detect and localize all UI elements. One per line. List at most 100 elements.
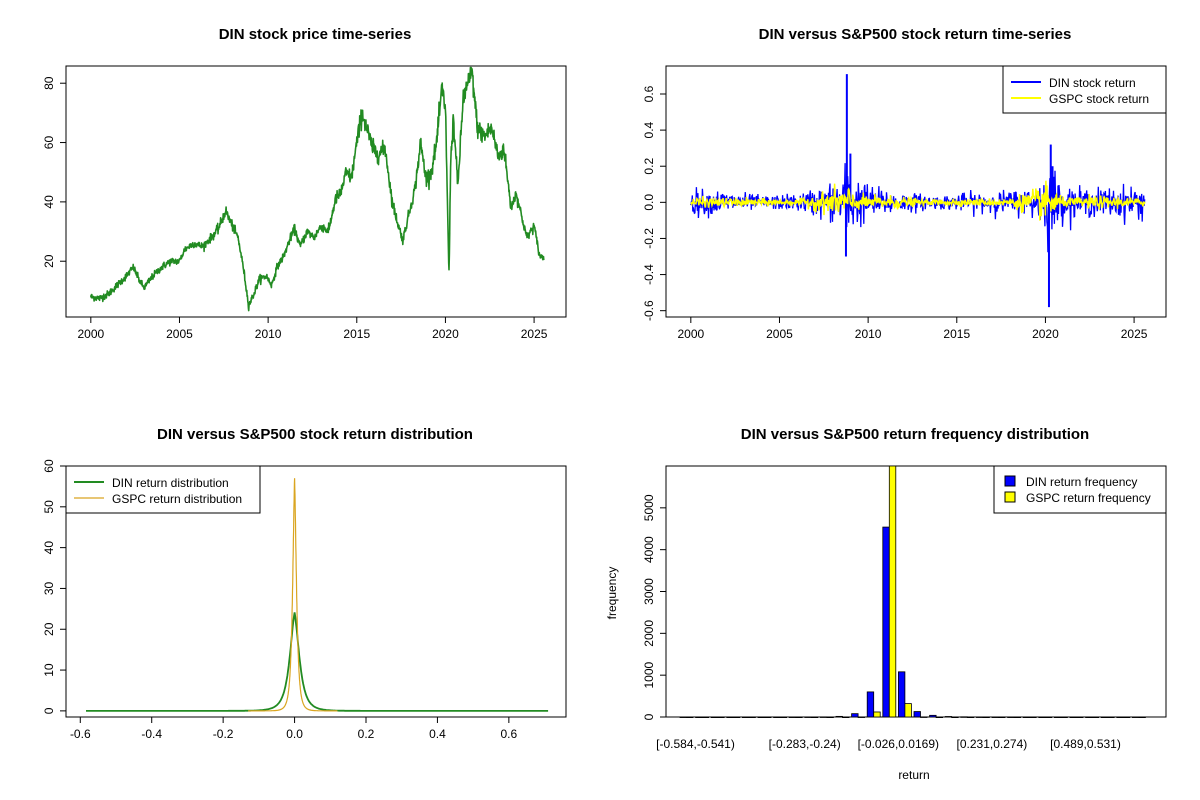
gspc-frequency-bar: [842, 716, 850, 719]
gspc-return-line: [690, 180, 1146, 221]
returns-panel: DIN versus S&P500 stock return time-seri…: [642, 26, 1167, 341]
gspc-frequency-bar: [748, 716, 756, 719]
din-frequency-bar: [1069, 716, 1077, 719]
frequency-legend-din-swatch: [1004, 475, 1016, 487]
returns-legend-box: [1002, 65, 1167, 114]
gspc-frequency-bar: [1060, 716, 1068, 719]
gspc-frequency-bar: [982, 716, 990, 719]
frequency-y-tick-label: 3000: [642, 578, 656, 605]
gspc-frequency-bar: [810, 716, 819, 719]
frequency-y-tick-label: 2000: [642, 620, 656, 647]
returns-legend: DIN stock return GSPC stock return: [1002, 65, 1167, 114]
gspc-frequency-bar: [795, 716, 803, 719]
din-frequency-bar: [1054, 716, 1062, 719]
price-y-axis: 20 40 60 80: [42, 76, 67, 268]
frequency-y-label: frequency: [605, 567, 619, 620]
frequency-y-tick-label: 5000: [642, 494, 656, 521]
price-x-tick-label: 2000: [77, 327, 104, 341]
returns-x-tick-label: 2015: [943, 327, 970, 341]
price-x-tick-label: 2005: [166, 327, 193, 341]
returns-x-tick-label: 2020: [1032, 327, 1059, 341]
density-y-tick-label: 40: [42, 541, 56, 555]
density-y-tick-label: 50: [42, 500, 56, 514]
frequency-legend-box: [993, 465, 1167, 514]
frequency-legend: DIN return frequency GSPC return frequen…: [993, 465, 1167, 514]
frequency-chart-title: DIN versus S&P500 return frequency distr…: [741, 426, 1089, 443]
din-frequency-bar: [944, 716, 953, 718]
density-x-tick-label: 0.4: [429, 727, 446, 741]
din-frequency-bar: [773, 716, 781, 719]
din-frequency-bar: [1038, 716, 1046, 719]
density-x-tick-label: 0.2: [358, 727, 375, 741]
din-frequency-bar: [960, 716, 968, 718]
din-frequency-bar: [820, 716, 828, 718]
density-x-tick-label: 0.6: [501, 727, 518, 741]
frequency-legend-gspc-swatch: [1004, 491, 1016, 503]
gspc-frequency-bar: [951, 716, 959, 719]
frequency-x-tick-label: [-0.283,-0.24): [769, 737, 841, 751]
din-frequency-bar: [929, 714, 937, 718]
din-frequency-bar: [1022, 716, 1031, 719]
gspc-frequency-bar: [1029, 716, 1037, 719]
price-series-line: [90, 66, 545, 312]
frequency-panel: DIN versus S&P500 return frequency distr…: [605, 426, 1167, 782]
din-frequency-bar: [695, 716, 703, 719]
din-frequency-bar: [804, 716, 812, 718]
gspc-frequency-bar: [873, 711, 881, 718]
din-frequency-bar: [726, 716, 734, 719]
gspc-frequency-bar: [1076, 716, 1084, 719]
gspc-frequency-bar: [904, 703, 912, 718]
frequency-legend-gspc-label: GSPC return frequency: [1026, 491, 1151, 505]
density-x-tick-label: -0.6: [70, 727, 91, 741]
din-frequency-bar: [788, 716, 797, 718]
gspc-frequency-bar: [1138, 716, 1146, 719]
density-panel: DIN versus S&P500 stock return distribut…: [42, 426, 567, 741]
density-gspc-curve: [248, 478, 338, 712]
returns-y-tick-label: -0.4: [642, 264, 656, 285]
din-frequency-bar: [913, 711, 921, 718]
gspc-frequency-bar: [701, 716, 709, 719]
returns-x-tick-label: 2005: [766, 327, 793, 341]
price-y-tick-label: 80: [42, 76, 56, 90]
din-frequency-bar: [742, 716, 750, 719]
returns-y-tick-label: -0.6: [642, 300, 656, 321]
returns-y-tick-label: 0.6: [642, 85, 656, 102]
density-y-tick-label: 30: [42, 581, 56, 595]
density-legend-din-label: DIN return distribution: [112, 476, 229, 490]
frequency-x-tick-label: [-0.026,0.0169): [858, 737, 939, 751]
returns-y-tick-label: 0.2: [642, 158, 656, 175]
returns-x-axis: 2000 2005 2010 2015 2020 2025: [677, 316, 1148, 341]
gspc-frequency-bar: [1122, 716, 1131, 719]
price-x-axis: 2000 2005 2010 2015 2020 2025: [77, 316, 548, 341]
density-x-axis: -0.6 -0.4 -0.2 0.0 0.2 0.4 0.6: [70, 716, 518, 741]
price-x-tick-label: 2015: [343, 327, 370, 341]
returns-chart-title: DIN versus S&P500 stock return time-seri…: [759, 26, 1072, 43]
returns-legend-gspc-label: GSPC stock return: [1049, 92, 1149, 106]
gspc-frequency-bar: [1091, 716, 1099, 719]
density-y-axis: 0 10 20 30 40 50 60: [42, 459, 67, 714]
returns-y-axis: -0.6 -0.4 -0.2 0.0 0.2 0.4 0.6: [642, 85, 667, 321]
density-y-tick-label: 10: [42, 663, 56, 677]
density-y-tick-label: 0: [42, 707, 56, 714]
returns-x-tick-label: 2000: [677, 327, 704, 341]
gspc-frequency-bar: [1107, 716, 1115, 719]
din-frequency-bar: [710, 716, 719, 719]
gspc-frequency-bar: [826, 716, 834, 719]
returns-legend-din-label: DIN stock return: [1049, 76, 1136, 90]
frequency-y-axis: 0 1000 2000 3000 4000 5000: [642, 494, 667, 720]
din-frequency-bar: [898, 671, 906, 718]
gspc-frequency-bar: [686, 716, 694, 719]
price-y-tick-label: 20: [42, 254, 56, 268]
density-chart-title: DIN versus S&P500 stock return distribut…: [157, 426, 473, 443]
gspc-frequency-bar: [764, 716, 772, 719]
gspc-frequency-bar: [998, 716, 1006, 719]
din-frequency-bar: [976, 716, 984, 718]
din-frequency-bar: [1085, 716, 1093, 719]
gspc-frequency-bar: [966, 716, 975, 719]
din-frequency-bar: [991, 716, 999, 718]
price-panel: DIN stock price time-series 2000 2005 2010…: [42, 26, 567, 341]
gspc-frequency-bar: [935, 716, 943, 719]
density-x-tick-label: 0.0: [286, 727, 303, 741]
frequency-bars: [679, 465, 1146, 719]
